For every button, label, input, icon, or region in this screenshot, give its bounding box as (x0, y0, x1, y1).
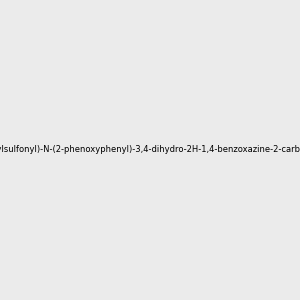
Text: 4-(methylsulfonyl)-N-(2-phenoxyphenyl)-3,4-dihydro-2H-1,4-benzoxazine-2-carboxam: 4-(methylsulfonyl)-N-(2-phenoxyphenyl)-3… (0, 146, 300, 154)
